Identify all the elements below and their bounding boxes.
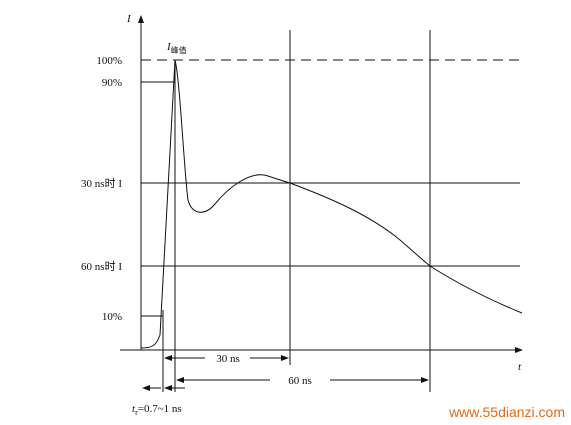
level-label: 90% [102,77,122,89]
current-curve [140,59,523,349]
rise-time-label: tr=0.7~1 ns [132,403,182,417]
watermark: www.55dianzi.com [448,404,565,420]
interval-arrows [142,355,429,391]
interval-label: 30 ns [216,353,240,365]
x-axis-label: t [518,361,522,373]
level-label: 60 ns时 I [81,260,122,273]
interval-label: 60 ns [288,375,312,387]
guide-lines [141,30,522,392]
level-label: 100% [96,55,122,67]
y-axis-label: I [126,13,132,25]
level-label: 10% [102,311,122,323]
peak-label: I峰值 [166,41,187,55]
level-label: 30 ns时 I [81,177,122,190]
